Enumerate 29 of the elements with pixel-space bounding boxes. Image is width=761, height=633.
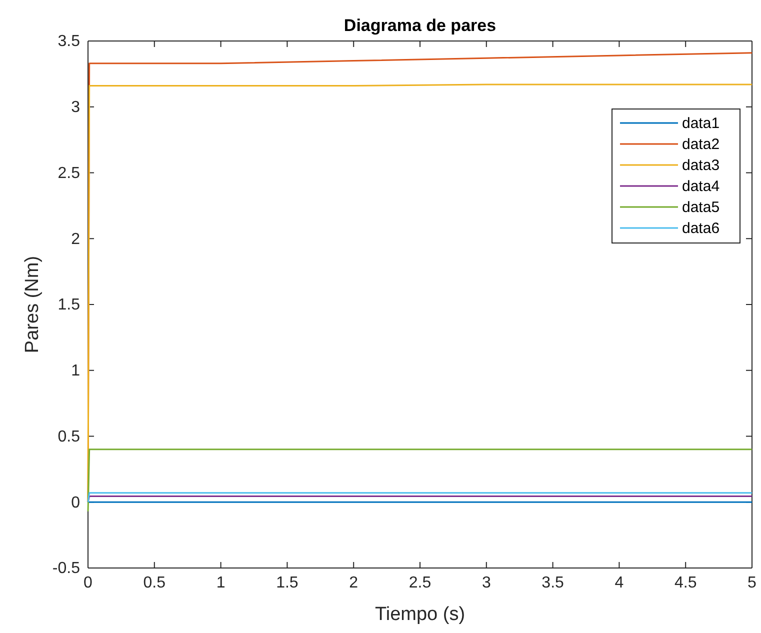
y-tick-label: 3 bbox=[71, 98, 80, 116]
x-tick-label: 1.5 bbox=[276, 574, 298, 592]
legend-label: data2 bbox=[682, 136, 720, 153]
y-tick-label: 1 bbox=[71, 362, 80, 380]
y-tick-label: 3.5 bbox=[58, 33, 80, 50]
x-tick-label: 3.5 bbox=[542, 574, 564, 592]
x-tick-label: 0.5 bbox=[143, 574, 166, 592]
y-tick-label: 0.5 bbox=[58, 428, 80, 446]
x-tick-label: 2.5 bbox=[408, 574, 432, 592]
legend-label: data4 bbox=[682, 178, 720, 195]
legend-label: data1 bbox=[682, 115, 720, 132]
y-tick-label: 2 bbox=[71, 230, 80, 248]
x-tick-label: 2 bbox=[349, 574, 358, 592]
y-tick-label: 1.5 bbox=[58, 296, 80, 314]
y-tick-label: -0.5 bbox=[52, 560, 80, 578]
legend-label: data6 bbox=[682, 220, 720, 237]
x-tick-label: 3 bbox=[482, 574, 491, 592]
x-tick-label: 5 bbox=[748, 574, 757, 592]
x-axis-title: Tiempo (s) bbox=[374, 604, 466, 625]
x-tick-label: 4 bbox=[614, 574, 624, 592]
x-tick-label: 1 bbox=[216, 574, 226, 592]
x-tick-label: 0 bbox=[84, 574, 93, 592]
y-axis-title: Pares (Nm) bbox=[22, 256, 43, 354]
legend-label: data5 bbox=[682, 199, 720, 216]
x-tick-label: 4.5 bbox=[674, 574, 697, 592]
chart-title: Diagrama de pares bbox=[344, 16, 496, 35]
y-tick-label: 0 bbox=[71, 494, 80, 512]
y-tick-label: 2.5 bbox=[58, 164, 80, 182]
legend-label: data3 bbox=[682, 157, 720, 174]
